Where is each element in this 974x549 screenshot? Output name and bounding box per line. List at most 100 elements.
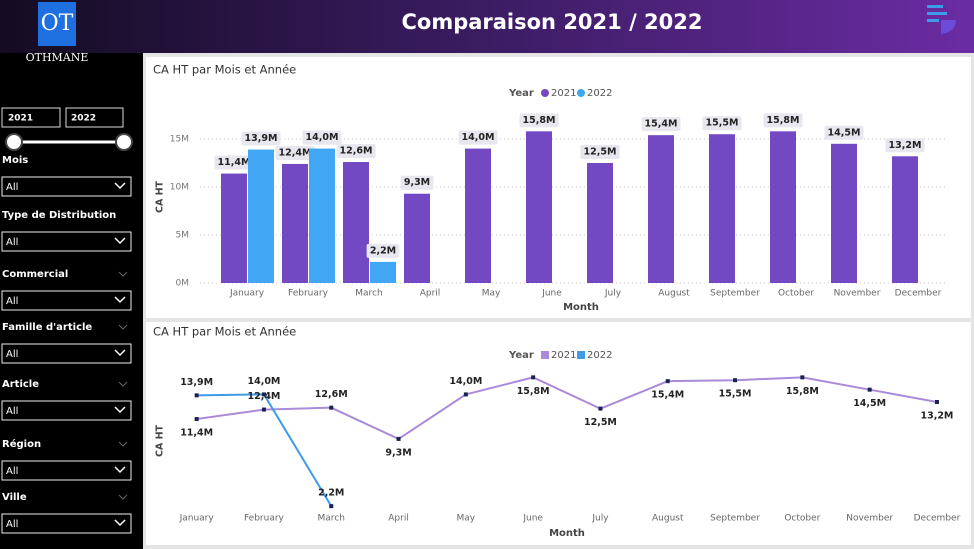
point-marker [396,436,401,441]
filter-value: All [6,349,18,360]
filter-value: All [6,237,18,248]
data-label: 14,5M [828,127,861,138]
filter-label: Mois [2,155,28,166]
data-label: 13,2M [889,140,922,151]
point-marker [463,392,468,397]
logo-name: OTHMANE [26,51,89,64]
x-tick-label: May [457,514,476,524]
data-label-box [519,113,559,128]
legend-label: 2022 [587,88,612,99]
point-marker [598,406,603,411]
y-axis-label: CA HT [155,424,166,457]
data-label: 15,8M [517,386,550,397]
bar [587,163,613,283]
data-label: 9,3M [385,447,411,458]
bar [282,163,308,283]
x-tick-label: September [710,289,760,299]
x-tick-label: July [591,514,609,524]
x-tick-label: June [522,514,543,524]
collapse-chevron [118,324,128,330]
filter-dropdown[interactable] [1,460,132,481]
collapse-chevron [118,271,128,277]
bar [221,173,247,283]
x-tick-label: June [541,289,562,299]
filter-dropdown[interactable] [1,400,132,421]
bar [343,162,369,283]
filter-dropdown[interactable] [1,231,132,252]
point-marker [665,379,670,384]
legend-marker [577,351,585,359]
data-label: 9,3M [404,177,430,188]
point-marker [194,393,199,398]
filter-dropdown[interactable] [1,176,132,197]
collapse-chevron [118,494,128,500]
data-label: 11,4M [180,428,213,439]
y-tick-label: 10M [170,183,189,193]
bar [370,261,396,283]
year-to-box[interactable] [65,107,124,128]
filter-dropdown[interactable] [1,343,132,364]
bar [309,148,335,283]
x-tick-label: July [604,289,622,299]
x-tick-label: April [388,514,409,524]
x-tick-label: August [658,289,690,299]
data-label-box [302,130,342,145]
x-tick-label: December [895,289,942,299]
data-label: 15,5M [719,389,752,400]
data-label-box [214,155,254,170]
menu-line [927,5,943,8]
data-label-box [702,116,742,131]
year-to: 2022 [71,114,96,124]
year-from: 2021 [8,114,33,124]
filter-label: Type de Distribution [2,210,116,221]
logo-box [38,2,76,46]
chart-title: CA HT par Mois et Année [153,63,296,77]
data-label: 15,5M [706,118,739,129]
dropdown-chevron [114,406,126,414]
data-label: 13,9M [180,377,213,388]
point-marker [329,405,334,410]
data-label: 12,6M [340,146,373,157]
data-label: 12,6M [315,389,348,400]
data-label: 15,8M [523,115,556,126]
y-tick-label: 5M [176,231,190,241]
legend-title: Year [508,350,534,361]
filter-value: All [6,519,18,530]
x-tick-label: September [710,514,760,524]
data-label: 15,4M [645,119,678,130]
data-label-box [824,125,864,140]
year-from-box[interactable] [1,107,61,128]
x-tick-label: December [914,514,961,524]
dropdown-chevron [114,519,126,527]
menu-icon[interactable] [927,5,956,34]
legend-marker [577,89,585,97]
data-label: 2,2M [318,488,344,499]
filter-dropdown[interactable] [1,290,132,311]
data-label-box [241,131,281,146]
data-label: 14,5M [853,398,886,409]
bar [709,134,735,283]
data-label: 14,0M [247,376,280,387]
sidebar: OT OTHMANE 2021 2022 Mois All Type de Dist… [1,2,133,534]
x-tick-label: January [229,289,265,299]
data-label: 12,5M [584,417,617,428]
x-tick-label: February [288,289,329,299]
collapse-chevron [118,381,128,387]
point-marker [800,375,805,380]
slider-handle[interactable] [5,133,23,151]
bar [770,131,796,283]
slider-handle[interactable] [115,133,133,151]
filter-value: All [6,406,18,417]
data-label: 13,9M [245,133,278,144]
collapse-chevron [118,441,128,447]
filter-label: Ville [2,492,27,503]
dropdown-chevron [114,296,126,304]
point-marker [261,392,266,397]
chart-title: CA HT par Mois et Année [153,325,296,339]
data-label: 12,4M [279,147,312,158]
data-label-box [366,243,400,258]
legend-label: 2021 [551,350,576,361]
filter-dropdown[interactable] [1,513,132,534]
bar [648,135,674,283]
data-label: 15,8M [786,386,819,397]
